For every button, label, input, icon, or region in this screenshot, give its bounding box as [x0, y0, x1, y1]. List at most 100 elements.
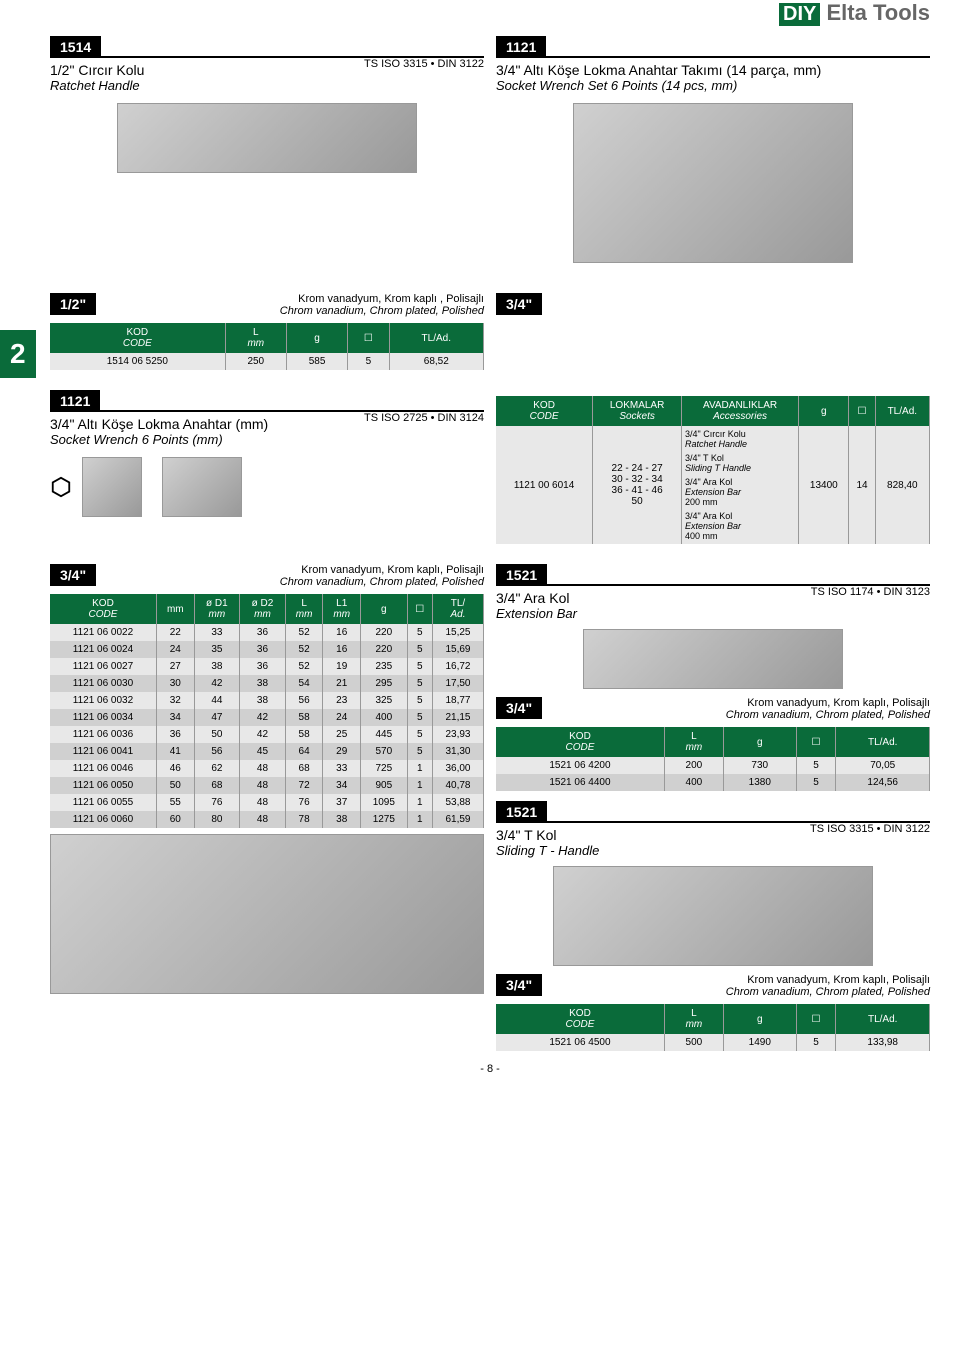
table-1121: KODCODEmmø D1mmø D2mmLmmL1mmg☐TL/Ad. 112…	[50, 594, 484, 828]
socket-image	[82, 457, 142, 517]
size-tag-34-t: 3/4"	[496, 974, 542, 996]
sec-1514-title-tr: 1/2" Cırcır Kolu	[50, 62, 144, 78]
table-cell: 1	[407, 794, 432, 811]
sec-1521ext-mat-tr: Krom vanadyum, Krom kaplı, Polisajlı	[726, 697, 930, 709]
extension-bar-image	[583, 629, 843, 689]
table-cell: 60	[156, 811, 194, 828]
table-cell: 1095	[361, 794, 408, 811]
table-cell: 72	[285, 777, 323, 794]
table-cell: 1121 06 0060	[50, 811, 156, 828]
set-g: 13400	[799, 426, 849, 544]
table-cell: 80	[194, 811, 240, 828]
table-cell: 46	[156, 760, 194, 777]
table-cell: 52	[285, 641, 323, 658]
size-tag-34: 3/4"	[50, 564, 96, 586]
table-cell: 5	[407, 692, 432, 709]
table-cell: 220	[361, 624, 408, 641]
table-cell: 5	[407, 641, 432, 658]
table-cell: 5	[407, 709, 432, 726]
table-col-header: TL/Ad.	[389, 323, 483, 353]
table-cell: 33	[194, 624, 240, 641]
table-cell: 29	[323, 743, 361, 760]
table-cell: 200	[664, 757, 723, 774]
table-col-header: g	[286, 323, 347, 353]
table-cell: 48	[240, 760, 286, 777]
table-col-header: ☐	[849, 396, 875, 426]
table-cell: 15,25	[432, 624, 483, 641]
table-cell: 45	[240, 743, 286, 760]
sec-1121set-title-tr: 3/4" Altı Köşe Lokma Anahtar Takımı (14 …	[496, 62, 930, 78]
sec-1521t-mat-en: Chrom vanadium, Chrom plated, Polished	[726, 986, 930, 998]
table-cell: 36	[240, 641, 286, 658]
table-cell: 1121 06 0041	[50, 743, 156, 760]
table-cell: 445	[361, 726, 408, 743]
sec-1521ext-std: TS ISO 1174 • DIN 3123	[811, 586, 930, 598]
brand-diy: DIY	[779, 3, 820, 26]
table-cell: 53,88	[432, 794, 483, 811]
table-cell: 61,59	[432, 811, 483, 828]
table-cell: 1521 06 4500	[496, 1034, 664, 1051]
table-col-header: TL/Ad.	[836, 727, 930, 757]
table-cell: 1	[407, 760, 432, 777]
table-cell: 5	[796, 1034, 836, 1051]
table-cell: 38	[240, 675, 286, 692]
table-cell: 17,50	[432, 675, 483, 692]
table-col-header: KODCODE	[496, 727, 664, 757]
table-col-header: KODCODE	[496, 1004, 664, 1034]
table-col-header: LOKMALARSockets	[593, 396, 682, 426]
table-cell: 68,52	[389, 353, 483, 370]
table-cell: 31,30	[432, 743, 483, 760]
table-cell: 1121 06 0022	[50, 624, 156, 641]
table-col-header: TL/Ad.	[836, 1004, 930, 1034]
sec-1514-title-en: Ratchet Handle	[50, 78, 144, 93]
table-cell: 33	[323, 760, 361, 777]
table-cell: 78	[285, 811, 323, 828]
table-cell: 76	[285, 794, 323, 811]
table-cell: 76	[194, 794, 240, 811]
sec-1521ext-title-tr: 3/4" Ara Kol	[496, 590, 577, 606]
table-cell: 5	[407, 726, 432, 743]
table-cell: 220	[361, 641, 408, 658]
table-cell: 5	[407, 675, 432, 692]
table-1514: KODCODELmmg☐TL/Ad. 1514 06 5250250585568…	[50, 323, 484, 370]
sec-1521t-mat-tr: Krom vanadyum, Krom kaplı, Polisajlı	[726, 974, 930, 986]
table-cell: 1121 06 0034	[50, 709, 156, 726]
set-accessories: 3/4" Cırcır KoluRatchet Handle 3/4" T Ko…	[682, 426, 799, 544]
table-cell: 570	[361, 743, 408, 760]
table-cell: 42	[194, 675, 240, 692]
table-col-header: ø D2mm	[240, 594, 286, 624]
table-row: 1121 06 00222233365216220515,25	[50, 624, 484, 641]
table-cell: 35	[194, 641, 240, 658]
table-cell: 55	[156, 794, 194, 811]
socket-set-case-image	[573, 103, 853, 263]
socket-dim-image	[162, 457, 242, 517]
table-cell: 730	[723, 757, 796, 774]
table-cell: 30	[156, 675, 194, 692]
table-row: 1121 06 00272738365219235516,72	[50, 658, 484, 675]
table-cell: 133,98	[836, 1034, 930, 1051]
table-col-header: ☐	[407, 594, 432, 624]
table-row: 1121 06 00303042385421295517,50	[50, 675, 484, 692]
sec-1514-mat-tr: Krom vanadyum, Krom kaplı , Polisajlı	[280, 293, 484, 305]
table-col-header: ☐	[348, 323, 389, 353]
sec-1121set-tag: 1121	[496, 36, 546, 58]
table-cell: 58	[285, 726, 323, 743]
table-cell: 24	[323, 709, 361, 726]
table-cell: 16,72	[432, 658, 483, 675]
table-cell: 62	[194, 760, 240, 777]
table-cell: 68	[285, 760, 323, 777]
table-col-header: Lmm	[285, 594, 323, 624]
t-handle-image	[553, 866, 873, 966]
table-col-header: g	[723, 1004, 796, 1034]
table-col-header: g	[799, 396, 849, 426]
table-cell: 52	[285, 624, 323, 641]
table-cell: 124,56	[836, 774, 930, 791]
sec-1121-std: TS ISO 2725 • DIN 3124	[364, 412, 484, 424]
table-cell: 1121 06 0055	[50, 794, 156, 811]
table-cell: 68	[194, 777, 240, 794]
table-col-header: KODCODE	[496, 396, 593, 426]
table-cell: 5	[407, 624, 432, 641]
table-cell: 47	[194, 709, 240, 726]
set-price: 828,40	[875, 426, 929, 544]
table-1121set: KODCODELOKMALARSocketsAVADANLIKLARAccess…	[496, 396, 930, 544]
